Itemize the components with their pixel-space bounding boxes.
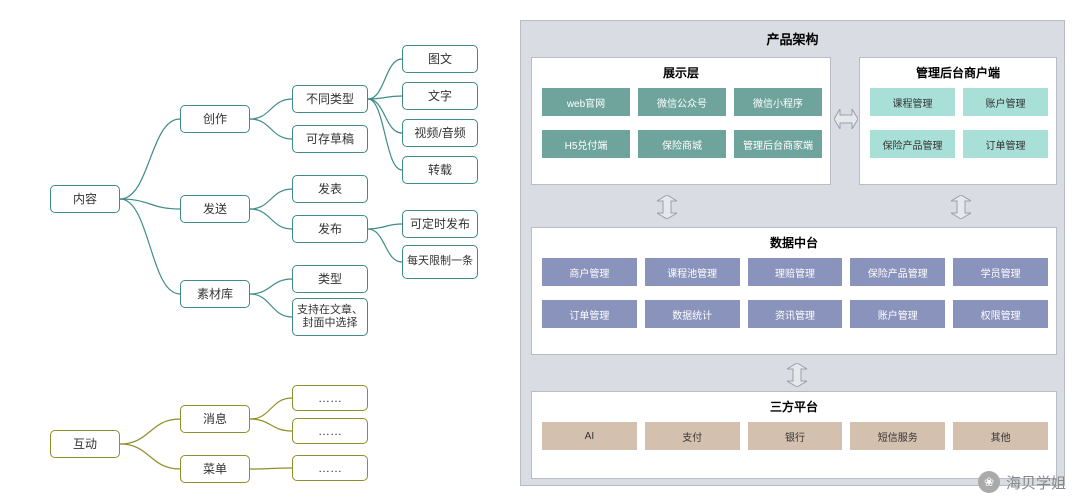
double-arrow-icon — [657, 195, 677, 219]
arch-outer-panel: 产品架构 展示层web官网微信公众号微信小程序 H5兑付端保险商城管理后台商家端 管… — [520, 20, 1065, 486]
tree-node: 视频/音频 — [402, 119, 478, 147]
arch-module: 管理后台商家端 — [734, 130, 822, 158]
tree-node: 不同类型 — [292, 85, 368, 113]
tree-node: …… — [292, 385, 368, 411]
panel-title: 展示层 — [532, 58, 830, 87]
tree-node: 每天限制一条 — [402, 245, 478, 279]
arch-module: H5兑付端 — [542, 130, 630, 158]
arch-module: 微信小程序 — [734, 88, 822, 116]
arch-module: 学员管理 — [953, 258, 1048, 286]
tree-node: …… — [292, 455, 368, 481]
tree-node: 互动 — [50, 430, 120, 458]
arch-module: 微信公众号 — [638, 88, 726, 116]
arch-module: 商户管理 — [542, 258, 637, 286]
arch-module: 课程管理 — [870, 88, 955, 116]
arch-title: 产品架构 — [521, 21, 1064, 52]
arch-panel-data: 数据中台商户管理课程池管理理赔管理保险产品管理学员管理订单管理数据统计资讯管理账… — [531, 227, 1057, 355]
left-tree-area: 内容 创作发送素材库 不同类型可存草稿发表发布类型支持在文章、封面中选择 图文文字视频… — [0, 0, 510, 501]
arch-module: 订单管理 — [963, 130, 1048, 158]
panel-title: 数据中台 — [532, 228, 1056, 257]
tree-node: 文字 — [402, 82, 478, 110]
arch-module: 权限管理 — [953, 300, 1048, 328]
architecture-area: 产品架构 展示层web官网微信公众号微信小程序 H5兑付端保险商城管理后台商家端 管… — [520, 20, 1065, 486]
double-arrow-icon — [951, 195, 971, 219]
arch-module: 保险产品管理 — [850, 258, 945, 286]
tree-node: 素材库 — [180, 280, 250, 308]
arch-module: 账户管理 — [850, 300, 945, 328]
arch-module: 数据统计 — [645, 300, 740, 328]
double-arrow-icon — [787, 363, 807, 387]
arch-panel-merchant: 管理后台商户端课程管理账户管理保险产品管理订单管理 — [859, 57, 1057, 185]
arch-module: web官网 — [542, 88, 630, 116]
panel-title: 三方平台 — [532, 392, 1056, 421]
arch-module: 保险产品管理 — [870, 130, 955, 158]
arch-panel-third: 三方平台AI 支付银行短信服务其他 — [531, 391, 1057, 479]
arch-module: 资讯管理 — [748, 300, 843, 328]
arch-module: 其他 — [953, 422, 1048, 450]
arch-module: 银行 — [748, 422, 843, 450]
tree-node: 发表 — [292, 175, 368, 203]
arch-module: 短信服务 — [850, 422, 945, 450]
arch-module: 账户管理 — [963, 88, 1048, 116]
tree-node: 发布 — [292, 215, 368, 243]
watermark-text: 海贝学姐 — [1006, 472, 1066, 493]
arch-panel-display: 展示层web官网微信公众号微信小程序 H5兑付端保险商城管理后台商家端 — [531, 57, 831, 185]
tree-node: 发送 — [180, 195, 250, 223]
double-arrow-icon — [834, 109, 858, 129]
tree-node: 可定时发布 — [402, 210, 478, 238]
panel-title: 管理后台商户端 — [860, 58, 1056, 87]
tree-node: 创作 — [180, 105, 250, 133]
tree-node: …… — [292, 418, 368, 444]
arch-module: 理赔管理 — [748, 258, 843, 286]
tree-node: 类型 — [292, 265, 368, 293]
arch-module: 支付 — [645, 422, 740, 450]
arch-module: AI — [542, 422, 637, 450]
arch-module: 保险商城 — [638, 130, 726, 158]
tree-node: 内容 — [50, 185, 120, 213]
tree-node: 可存草稿 — [292, 125, 368, 153]
arch-module: 课程池管理 — [645, 258, 740, 286]
wechat-icon: ❀ — [978, 471, 1000, 493]
tree-node: 支持在文章、封面中选择 — [292, 298, 368, 336]
tree-node: 菜单 — [180, 455, 250, 483]
tree-node: 转载 — [402, 156, 478, 184]
tree-node: 图文 — [402, 45, 478, 73]
watermark: ❀ 海贝学姐 — [978, 471, 1066, 493]
arch-module: 订单管理 — [542, 300, 637, 328]
tree-node: 消息 — [180, 405, 250, 433]
